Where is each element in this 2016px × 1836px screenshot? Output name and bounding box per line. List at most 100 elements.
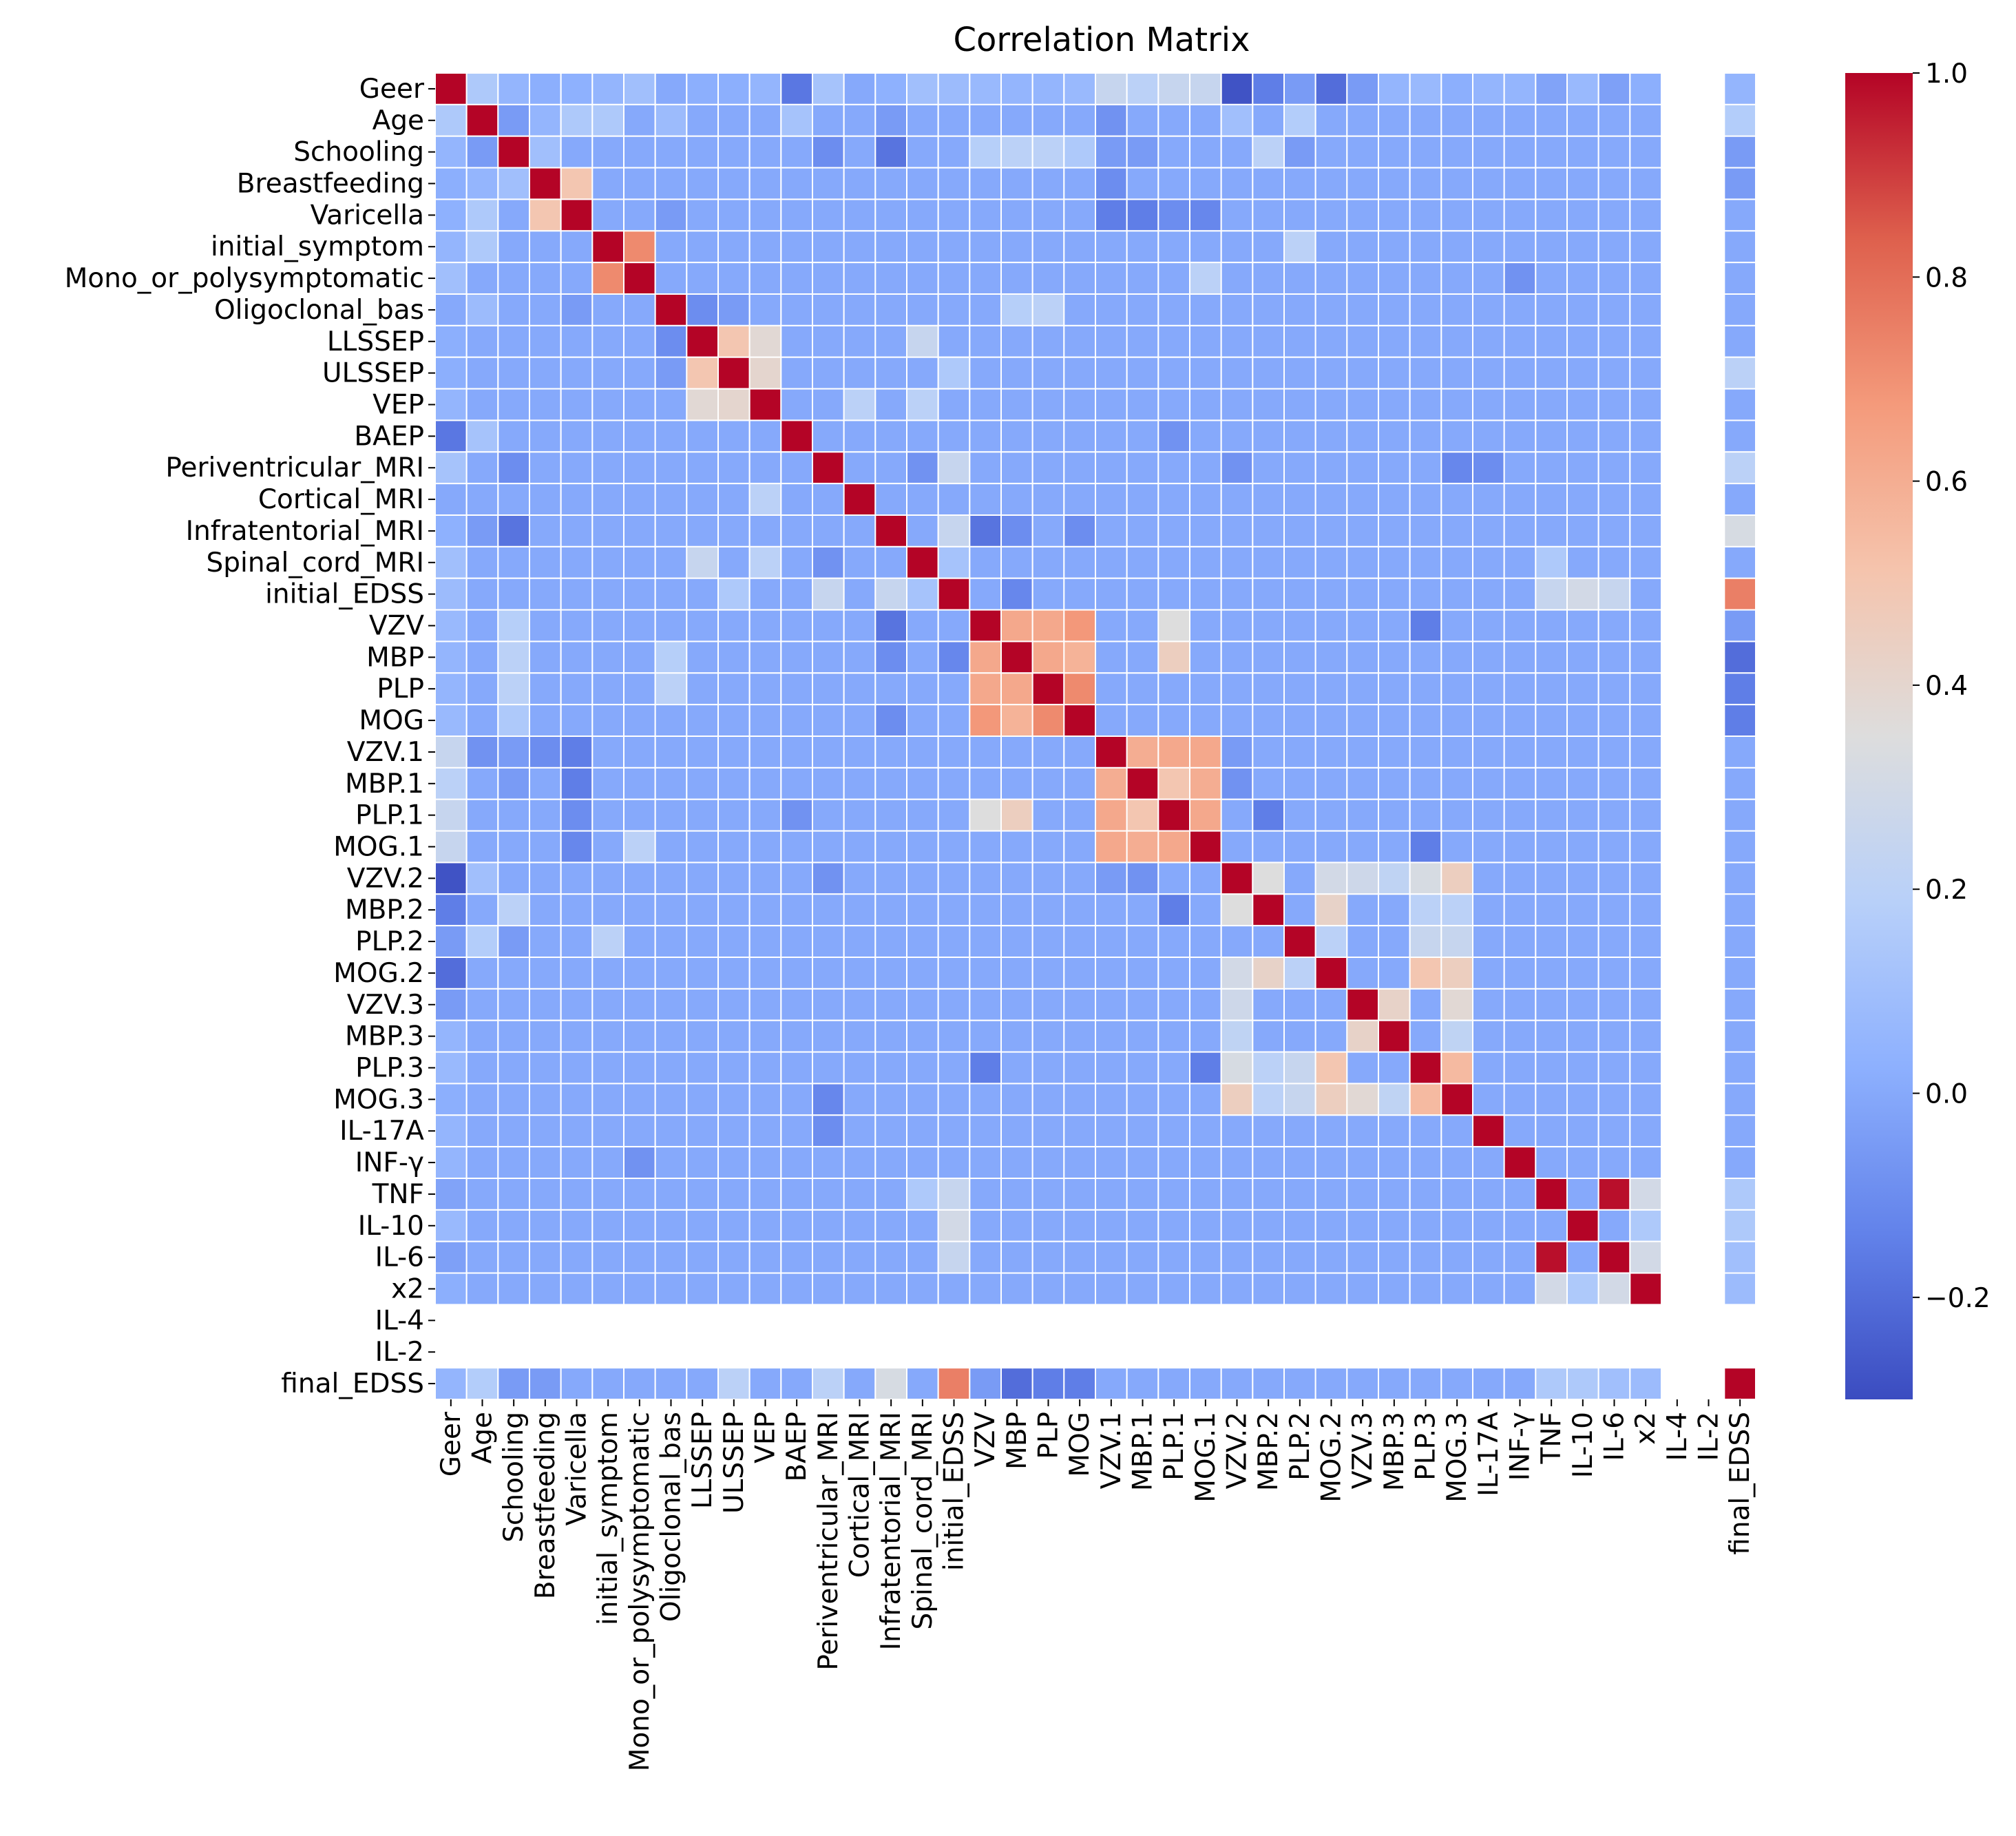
heatmap-cell (654, 1367, 688, 1401)
heatmap-cell (686, 736, 720, 769)
heatmap-cell (1314, 135, 1348, 169)
heatmap-cell (591, 293, 625, 326)
heatmap-cell (1000, 72, 1033, 105)
heatmap-cell (717, 957, 750, 990)
heatmap-cell (1283, 483, 1316, 517)
heatmap-cell (1566, 324, 1599, 358)
heatmap-cell (1031, 135, 1065, 169)
heatmap-cell (1723, 988, 1757, 1021)
heatmap-cell (1440, 830, 1474, 864)
heatmap-cell (1346, 925, 1379, 959)
heatmap-cell (1566, 1367, 1599, 1401)
heatmap-cell (1063, 862, 1096, 895)
heatmap-cell (1346, 609, 1379, 643)
heatmap-cell (937, 388, 971, 421)
heatmap-cell (1126, 925, 1159, 959)
heatmap-cell (529, 1146, 562, 1180)
heatmap-cell (937, 609, 971, 643)
heatmap-cell (529, 609, 562, 643)
heatmap-cell (1378, 545, 1411, 579)
heatmap-cell (1031, 1146, 1065, 1180)
heatmap-cell (465, 766, 499, 800)
heatmap-cell (1723, 388, 1757, 421)
heatmap-cell (529, 419, 562, 453)
x-tick-label: MBP.3 (1379, 1412, 1410, 1491)
heatmap-cell (1409, 925, 1442, 959)
heatmap-cell (717, 356, 750, 390)
heatmap-cell (1000, 198, 1033, 232)
heatmap-cell (1629, 1051, 1663, 1085)
heatmap-cell (1314, 1019, 1348, 1053)
heatmap-cell (1597, 230, 1631, 264)
heatmap-cell (591, 1019, 625, 1053)
heatmap-cell (1409, 388, 1442, 421)
heatmap-cell (686, 262, 720, 295)
heatmap-cell (1063, 1019, 1096, 1053)
heatmap-cell (1000, 925, 1033, 959)
heatmap-cell (623, 1240, 656, 1274)
heatmap-cell (465, 988, 499, 1021)
heatmap-cell (686, 925, 720, 959)
heatmap-cell (1314, 1114, 1348, 1148)
heatmap-cell (1283, 356, 1316, 390)
heatmap-cell (1472, 262, 1505, 295)
heatmap-cell (1472, 988, 1505, 1021)
heatmap-cell (1723, 103, 1757, 137)
heatmap-cell (843, 419, 876, 453)
heatmap-cell (1472, 419, 1505, 453)
heatmap-cell (1566, 1114, 1599, 1148)
heatmap-cell (1472, 1209, 1505, 1242)
heatmap-cell (1095, 1178, 1128, 1211)
x-tick-label: IL-10 (1568, 1412, 1599, 1478)
heatmap-cell (874, 577, 907, 611)
heatmap-cell (1314, 230, 1348, 264)
heatmap-cell (780, 830, 813, 864)
heatmap-cell (434, 766, 468, 800)
heatmap-cell (874, 103, 907, 137)
heatmap-cell (623, 135, 656, 169)
heatmap-cell (1472, 388, 1505, 421)
heatmap-cell (937, 672, 971, 706)
heatmap-cell (748, 230, 782, 264)
heatmap-cell (969, 1178, 1002, 1211)
heatmap-cell (1063, 324, 1096, 358)
heatmap-cell (623, 545, 656, 579)
heatmap-cell (1346, 388, 1379, 421)
heatmap-cell (1440, 324, 1474, 358)
heatmap-cell (1629, 1178, 1663, 1211)
heatmap-cell (1063, 388, 1096, 421)
heatmap-cell (560, 1272, 594, 1306)
heatmap-cell (686, 798, 720, 832)
heatmap-cell (1314, 798, 1348, 832)
heatmap-cell (1346, 1209, 1379, 1242)
heatmap-cell (1629, 1367, 1663, 1401)
heatmap-cell (1220, 736, 1254, 769)
heatmap-cell (1220, 766, 1254, 800)
heatmap-cell (1440, 356, 1474, 390)
heatmap-cell (1597, 419, 1631, 453)
heatmap-cell (717, 1209, 750, 1242)
heatmap-cell (1095, 324, 1128, 358)
heatmap-cell (623, 293, 656, 326)
heatmap-cell (1031, 704, 1065, 738)
heatmap-cell (1283, 925, 1316, 959)
heatmap-cell (1063, 672, 1096, 706)
heatmap-cell (591, 514, 625, 547)
y-tick-label: Breastfeeding (237, 169, 424, 200)
heatmap-cell (529, 1051, 562, 1085)
heatmap-cell (1409, 1178, 1442, 1211)
heatmap-cell (812, 262, 845, 295)
heatmap-cell (1723, 893, 1757, 927)
heatmap-cell (465, 419, 499, 453)
heatmap-cell (812, 1272, 845, 1306)
heatmap-cell (560, 704, 594, 738)
x-tick-label: ULSSEP (719, 1412, 750, 1514)
heatmap-cell (1472, 766, 1505, 800)
heatmap-cell (969, 736, 1002, 769)
heatmap-cell (1346, 514, 1379, 547)
heatmap-cell (1252, 451, 1285, 485)
heatmap-cell (874, 640, 907, 674)
heatmap-cell (1535, 704, 1568, 738)
heatmap-cell (1095, 262, 1128, 295)
heatmap-cell (1314, 862, 1348, 895)
